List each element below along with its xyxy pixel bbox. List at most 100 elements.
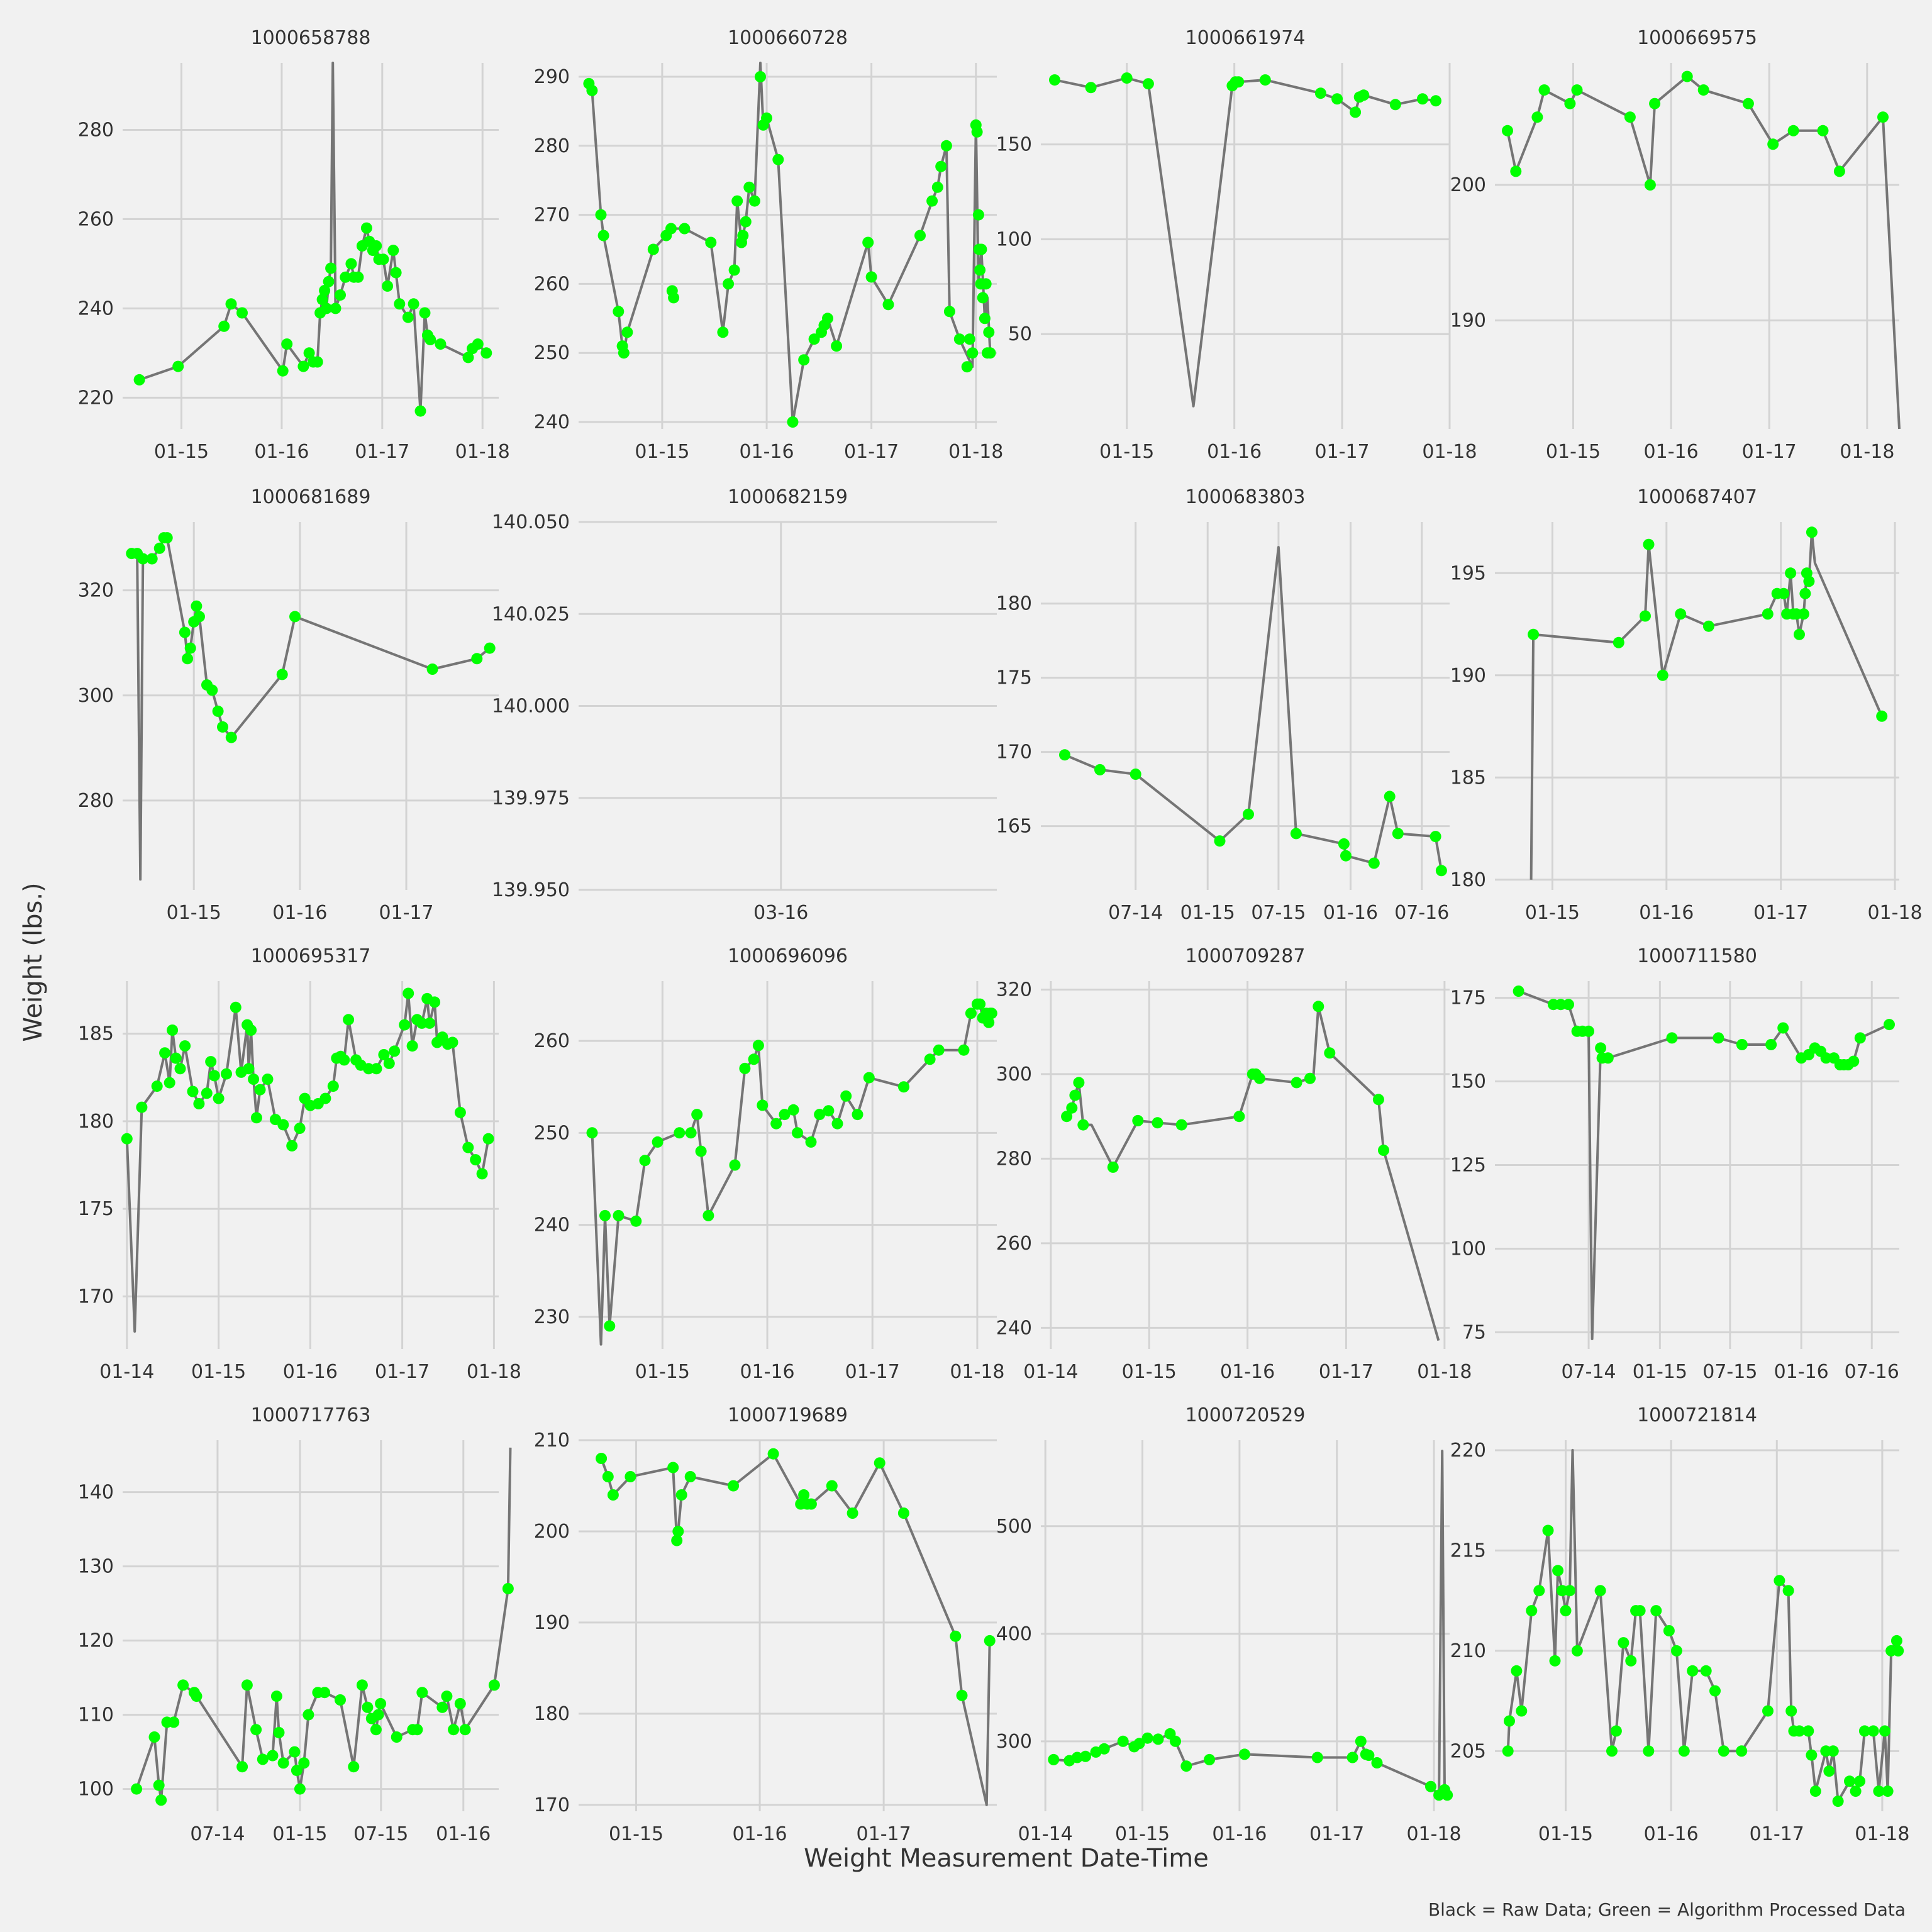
processed-point [370, 1724, 382, 1736]
processed-point [862, 236, 874, 248]
processed-point [1594, 1585, 1606, 1597]
processed-point [414, 405, 426, 417]
processed-point [276, 669, 288, 680]
x-tick-label: 01-17 [1753, 902, 1808, 924]
processed-point [360, 222, 372, 234]
x-tick-label: 01-18 [1406, 1823, 1461, 1845]
processed-point [1313, 1001, 1324, 1013]
processed-point [311, 356, 323, 368]
x-tick-label: 01-18 [1417, 1361, 1472, 1383]
processed-point [979, 313, 991, 325]
processed-point [798, 354, 810, 366]
processed-point [613, 306, 625, 318]
processed-point [441, 1690, 453, 1702]
processed-point [1564, 1585, 1575, 1597]
panel-title: 1000683803 [1185, 486, 1306, 508]
processed-point [1425, 1780, 1436, 1792]
processed-point [865, 271, 877, 283]
x-tick-label: 01-17 [375, 1361, 430, 1383]
y-tick-label: 280 [78, 119, 114, 141]
panel-1000658788: 1000658788 220 240 260 280 01-15 01-16 01-17 01-… [78, 27, 510, 463]
processed-point [685, 1127, 697, 1139]
processed-point [191, 1690, 203, 1702]
processed-point [390, 267, 402, 279]
y-tick-label: 210 [1450, 1640, 1486, 1662]
y-tick-label: 250 [534, 342, 570, 364]
processed-point [1867, 1725, 1879, 1737]
processed-point [1809, 1785, 1821, 1797]
x-tick-label: 01-14 [99, 1361, 154, 1383]
processed-point [291, 1765, 303, 1777]
processed-point [298, 1757, 310, 1769]
x-tick-label: 07-15 [1251, 902, 1306, 924]
processed-point [1080, 1750, 1091, 1762]
processed-point [1799, 587, 1811, 599]
processed-point [1670, 1645, 1682, 1657]
x-tick-label: 01-18 [467, 1361, 521, 1383]
processed-point [787, 1104, 799, 1116]
processed-point [338, 1054, 350, 1066]
processed-point [723, 278, 735, 290]
processed-point [787, 416, 799, 428]
panel-1000711580: 1000711580 75 100 125 150 175 07-14 01-15 07-15 0… [1450, 945, 1899, 1383]
processed-point [956, 1689, 968, 1701]
x-tick-label: 01-15 [1538, 1823, 1593, 1845]
figure-caption: Black = Raw Data; Green = Algorithm Proc… [1428, 1899, 1906, 1920]
processed-point [950, 1630, 962, 1642]
processed-point [476, 1168, 488, 1180]
processed-point [454, 1106, 466, 1118]
processed-point [250, 1724, 262, 1736]
processed-point [596, 1453, 608, 1464]
processed-point [975, 243, 987, 255]
x-tick-label: 01-17 [1742, 441, 1797, 463]
y-tick-label: 215 [1450, 1540, 1486, 1562]
processed-point [607, 1489, 619, 1501]
x-tick-label: 01-15 [1115, 1823, 1170, 1845]
processed-point [1355, 1735, 1367, 1747]
x-tick-label: 01-16 [1644, 1823, 1699, 1845]
processed-point [639, 1155, 651, 1167]
y-tick-label: 175 [78, 1198, 114, 1220]
processed-point [254, 1084, 266, 1096]
processed-point [731, 195, 743, 207]
processed-point [131, 1783, 143, 1795]
processed-point [1650, 1605, 1662, 1617]
processed-point [1854, 1775, 1866, 1787]
processed-point [1233, 76, 1245, 88]
processed-point [1560, 1605, 1572, 1617]
processed-point [1613, 636, 1624, 648]
y-tick-label: 200 [1450, 174, 1486, 196]
processed-point [225, 731, 237, 743]
processed-point [691, 1109, 703, 1121]
processed-point [289, 1746, 301, 1758]
processed-point [665, 223, 677, 235]
x-tick-label: 01-16 [732, 1823, 787, 1845]
processed-point [1678, 1745, 1690, 1757]
processed-point [151, 1080, 163, 1092]
x-tick-label: 07-14 [190, 1823, 245, 1845]
x-tick-label: 01-15 [1180, 902, 1235, 924]
processed-point [1876, 710, 1888, 722]
processed-point [1850, 1785, 1862, 1797]
processed-point [1640, 610, 1651, 622]
processed-point [1142, 78, 1154, 90]
processed-point [1510, 165, 1522, 177]
processed-point [416, 1017, 428, 1029]
processed-point [674, 1127, 686, 1139]
processed-point [963, 333, 975, 345]
x-axis-title: Weight Measurement Date-Time [804, 1844, 1209, 1873]
processed-point [695, 1145, 707, 1157]
processed-point [1583, 1025, 1594, 1037]
processed-point [972, 209, 984, 221]
y-tick-label: 195 [1450, 562, 1486, 584]
y-tick-label: 130 [78, 1556, 114, 1578]
panel-title: 1000720529 [1185, 1404, 1306, 1426]
processed-point [805, 1498, 817, 1510]
processed-point [262, 1074, 274, 1085]
processed-point [323, 275, 335, 287]
panel-1000682159: 1000682159 139.950 139.975 140.000 140.025 14… [492, 486, 997, 924]
processed-point [419, 307, 431, 319]
processed-point [977, 292, 989, 304]
processed-point [327, 1080, 339, 1092]
x-tick-label: 01-17 [844, 441, 899, 463]
